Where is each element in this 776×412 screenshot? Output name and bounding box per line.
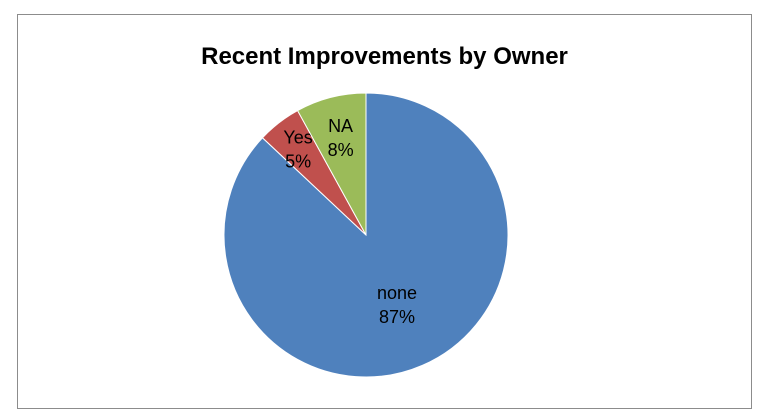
chart-title: Recent Improvements by Owner: [201, 43, 568, 70]
data-label-none-percent: 87%: [379, 307, 415, 327]
pie-slice-none: [223, 92, 509, 378]
data-label-none-name: none: [377, 283, 417, 303]
data-label-yes-name: Yes: [283, 127, 312, 147]
data-label-na-name: NA: [328, 116, 353, 136]
data-label-na-percent: 8%: [328, 140, 354, 160]
pie-slice-na: [296, 92, 367, 236]
data-label-yes-percent: 5%: [285, 151, 311, 171]
